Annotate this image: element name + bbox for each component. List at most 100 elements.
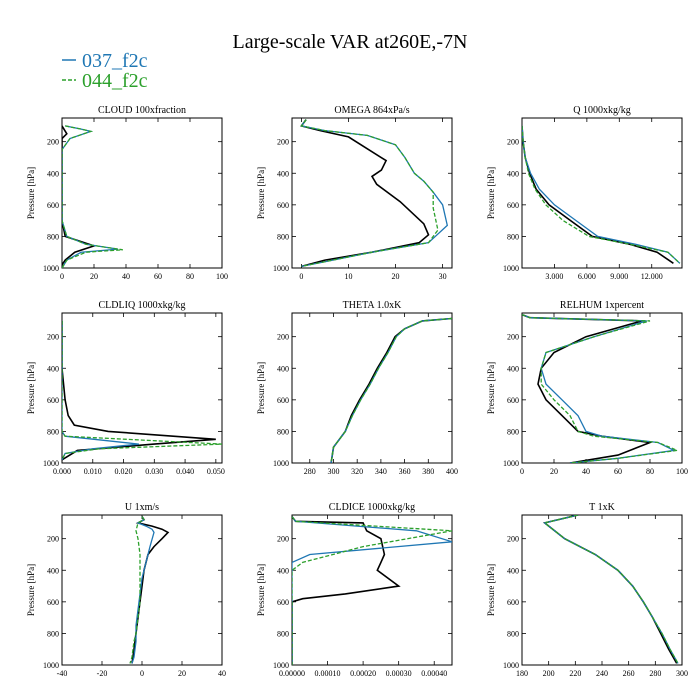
x-tick-label: 280	[304, 467, 316, 476]
y-tick-label: 600	[47, 396, 59, 405]
x-tick-label: 300	[327, 467, 339, 476]
y-tick-label: 200	[277, 333, 289, 342]
y-tick-label: 200	[507, 333, 519, 342]
panel-title: RELHUM 1xpercent	[560, 300, 644, 311]
x-tick-label: 60	[154, 272, 162, 281]
x-tick-label: 260	[623, 669, 635, 678]
chart-panel: RELHUM 1xpercent Pressure [hPa] 0 20 40 60 80 1…	[486, 300, 688, 476]
y-tick-label: 400	[277, 364, 289, 373]
legend-label-1: 037_f2c	[82, 50, 148, 72]
x-tick-label: 80	[186, 272, 194, 281]
series-line-reference	[330, 317, 452, 463]
y-axis-label: Pressure [hPa]	[486, 362, 496, 414]
x-tick-label: 280	[649, 669, 661, 678]
y-tick-label: 800	[507, 629, 519, 638]
x-tick-label: 0.000	[53, 467, 71, 476]
x-tick-label: 30	[439, 272, 447, 281]
y-tick-label: 800	[507, 427, 519, 436]
x-tick-label: 20	[550, 467, 558, 476]
x-tick-label: 60	[614, 467, 622, 476]
x-tick-label: 3.000	[545, 272, 563, 281]
chart-panel: OMEGA 864xPa/s Pressure [hPa] 0 10 20 30 200 40…	[256, 105, 453, 281]
y-tick-label: 200	[277, 535, 289, 544]
x-tick-label: 12.000	[641, 272, 663, 281]
chart-panel: U 1xm/s Pressure [hPa] -40 -20 0 20 40 200 400 60…	[26, 502, 226, 678]
y-tick-label: 400	[507, 169, 519, 178]
series-line-044-f2c	[292, 516, 452, 665]
y-tick-label: 200	[277, 138, 289, 147]
series-line-037-f2c	[522, 125, 681, 264]
y-axis-label: Pressure [hPa]	[486, 167, 496, 219]
x-tick-label: 0	[299, 272, 303, 281]
series-line-044-f2c	[330, 317, 452, 463]
y-tick-label: 600	[507, 598, 519, 607]
panels: CLOUD 100xfraction Pressure [hPa] 0 20 40 60 8…	[26, 105, 688, 678]
y-tick-label: 400	[507, 364, 519, 373]
y-tick-label: 1000	[43, 264, 59, 273]
series-line-037-f2c	[330, 317, 452, 463]
x-tick-label: 340	[375, 467, 387, 476]
panel-title: CLDICE 1000xkg/kg	[329, 502, 415, 513]
y-tick-label: 400	[277, 566, 289, 575]
y-tick-label: 200	[47, 333, 59, 342]
x-tick-label: 400	[446, 467, 458, 476]
y-tick-label: 1000	[43, 661, 59, 670]
x-tick-label: 200	[543, 669, 555, 678]
y-tick-label: 200	[507, 138, 519, 147]
series-line-044-f2c	[300, 119, 439, 268]
x-tick-label: 320	[351, 467, 363, 476]
x-tick-label: 0.00020	[350, 669, 376, 678]
y-tick-label: 400	[277, 169, 289, 178]
plot-frame	[291, 117, 453, 269]
series-line-037-f2c	[62, 320, 139, 461]
chart-panel: CLDICE 1000xkg/kg Pressure [hPa] 0.00000 0.…	[256, 502, 453, 678]
series-line-044-f2c	[522, 313, 680, 463]
legend: 037_f2c 044_f2c	[62, 50, 148, 92]
y-tick-label: 800	[277, 427, 289, 436]
panel-title: CLOUD 100xfraction	[98, 105, 186, 116]
y-tick-label: 1000	[273, 459, 289, 468]
series-line-044-f2c	[543, 515, 679, 664]
y-axis-label: Pressure [hPa]	[256, 167, 266, 219]
y-tick-label: 800	[47, 629, 59, 638]
series-line-037-f2c	[131, 516, 155, 664]
x-tick-label: 300	[676, 669, 688, 678]
y-tick-label: 800	[47, 427, 59, 436]
y-tick-label: 200	[507, 535, 519, 544]
plot-frame	[61, 117, 223, 269]
y-tick-label: 800	[277, 232, 289, 241]
series-line-reference	[131, 516, 170, 664]
x-tick-label: 380	[422, 467, 434, 476]
x-tick-label: 0	[140, 669, 144, 678]
y-tick-label: 600	[277, 396, 289, 405]
x-tick-label: 0.00010	[315, 669, 341, 678]
x-tick-label: 80	[646, 467, 654, 476]
series-line-reference	[62, 320, 216, 461]
x-tick-label: 0.040	[176, 467, 194, 476]
chart-panel: CLOUD 100xfraction Pressure [hPa] 0 20 40 60 8…	[26, 105, 228, 281]
series-line-037-f2c	[522, 313, 677, 463]
x-tick-label: 100	[676, 467, 688, 476]
series-line-reference	[542, 515, 678, 664]
x-tick-label: 0.020	[115, 467, 133, 476]
series-line-reference	[522, 313, 654, 463]
y-tick-label: 600	[507, 201, 519, 210]
plot-frame	[521, 117, 683, 269]
y-tick-label: 600	[277, 201, 289, 210]
x-tick-label: 40	[218, 669, 226, 678]
x-tick-label: -20	[97, 669, 108, 678]
y-tick-label: 1000	[273, 264, 289, 273]
x-tick-label: 6.000	[578, 272, 596, 281]
y-axis-label: Pressure [hPa]	[256, 362, 266, 414]
panel-title: CLDLIQ 1000xkg/kg	[99, 300, 186, 311]
series-line-037-f2c	[300, 119, 449, 268]
x-tick-label: 0.00040	[421, 669, 447, 678]
series-line-044-f2c	[62, 125, 123, 268]
y-tick-label: 400	[47, 364, 59, 373]
panel-title: Q 1000xkg/kg	[573, 105, 631, 116]
x-tick-label: 0	[520, 467, 524, 476]
series-line-reference	[292, 516, 401, 665]
y-tick-label: 600	[277, 598, 289, 607]
y-axis-label: Pressure [hPa]	[486, 564, 496, 616]
y-tick-label: 1000	[503, 661, 519, 670]
